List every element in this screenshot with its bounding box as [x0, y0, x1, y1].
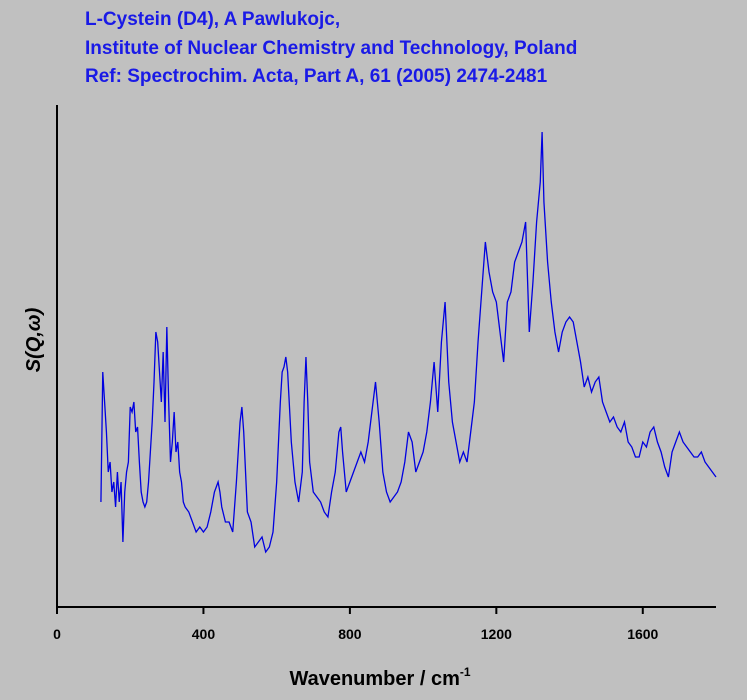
title-line: Institute of Nuclear Chemistry and Techn… [85, 38, 577, 59]
x-tick-label: 400 [192, 626, 216, 642]
x-axis-label: Wavenumber / cm-1 [289, 665, 470, 690]
x-tick-label: 0 [53, 626, 61, 642]
spectrum-line [100, 131, 717, 554]
x-axis-label-text: Wavenumber / cm [289, 668, 459, 690]
y-axis-label: S(Q,ω) [23, 307, 45, 372]
title-line: L-Cystein (D4), A Pawlukojc, [85, 9, 340, 30]
title-line: Ref: Spectrochim. Acta, Part A, 61 (2005… [85, 66, 548, 87]
x-axis-label-sup: -1 [460, 665, 471, 679]
x-tick-label: 1600 [627, 626, 658, 642]
x-tick-label: 800 [338, 626, 362, 642]
x-tick-label: 1200 [481, 626, 512, 642]
